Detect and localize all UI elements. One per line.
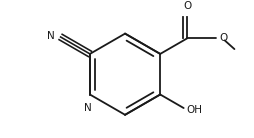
- Text: N: N: [84, 103, 92, 113]
- Text: O: O: [183, 1, 191, 11]
- Text: O: O: [219, 33, 227, 43]
- Text: N: N: [47, 31, 55, 41]
- Text: OH: OH: [187, 105, 202, 115]
